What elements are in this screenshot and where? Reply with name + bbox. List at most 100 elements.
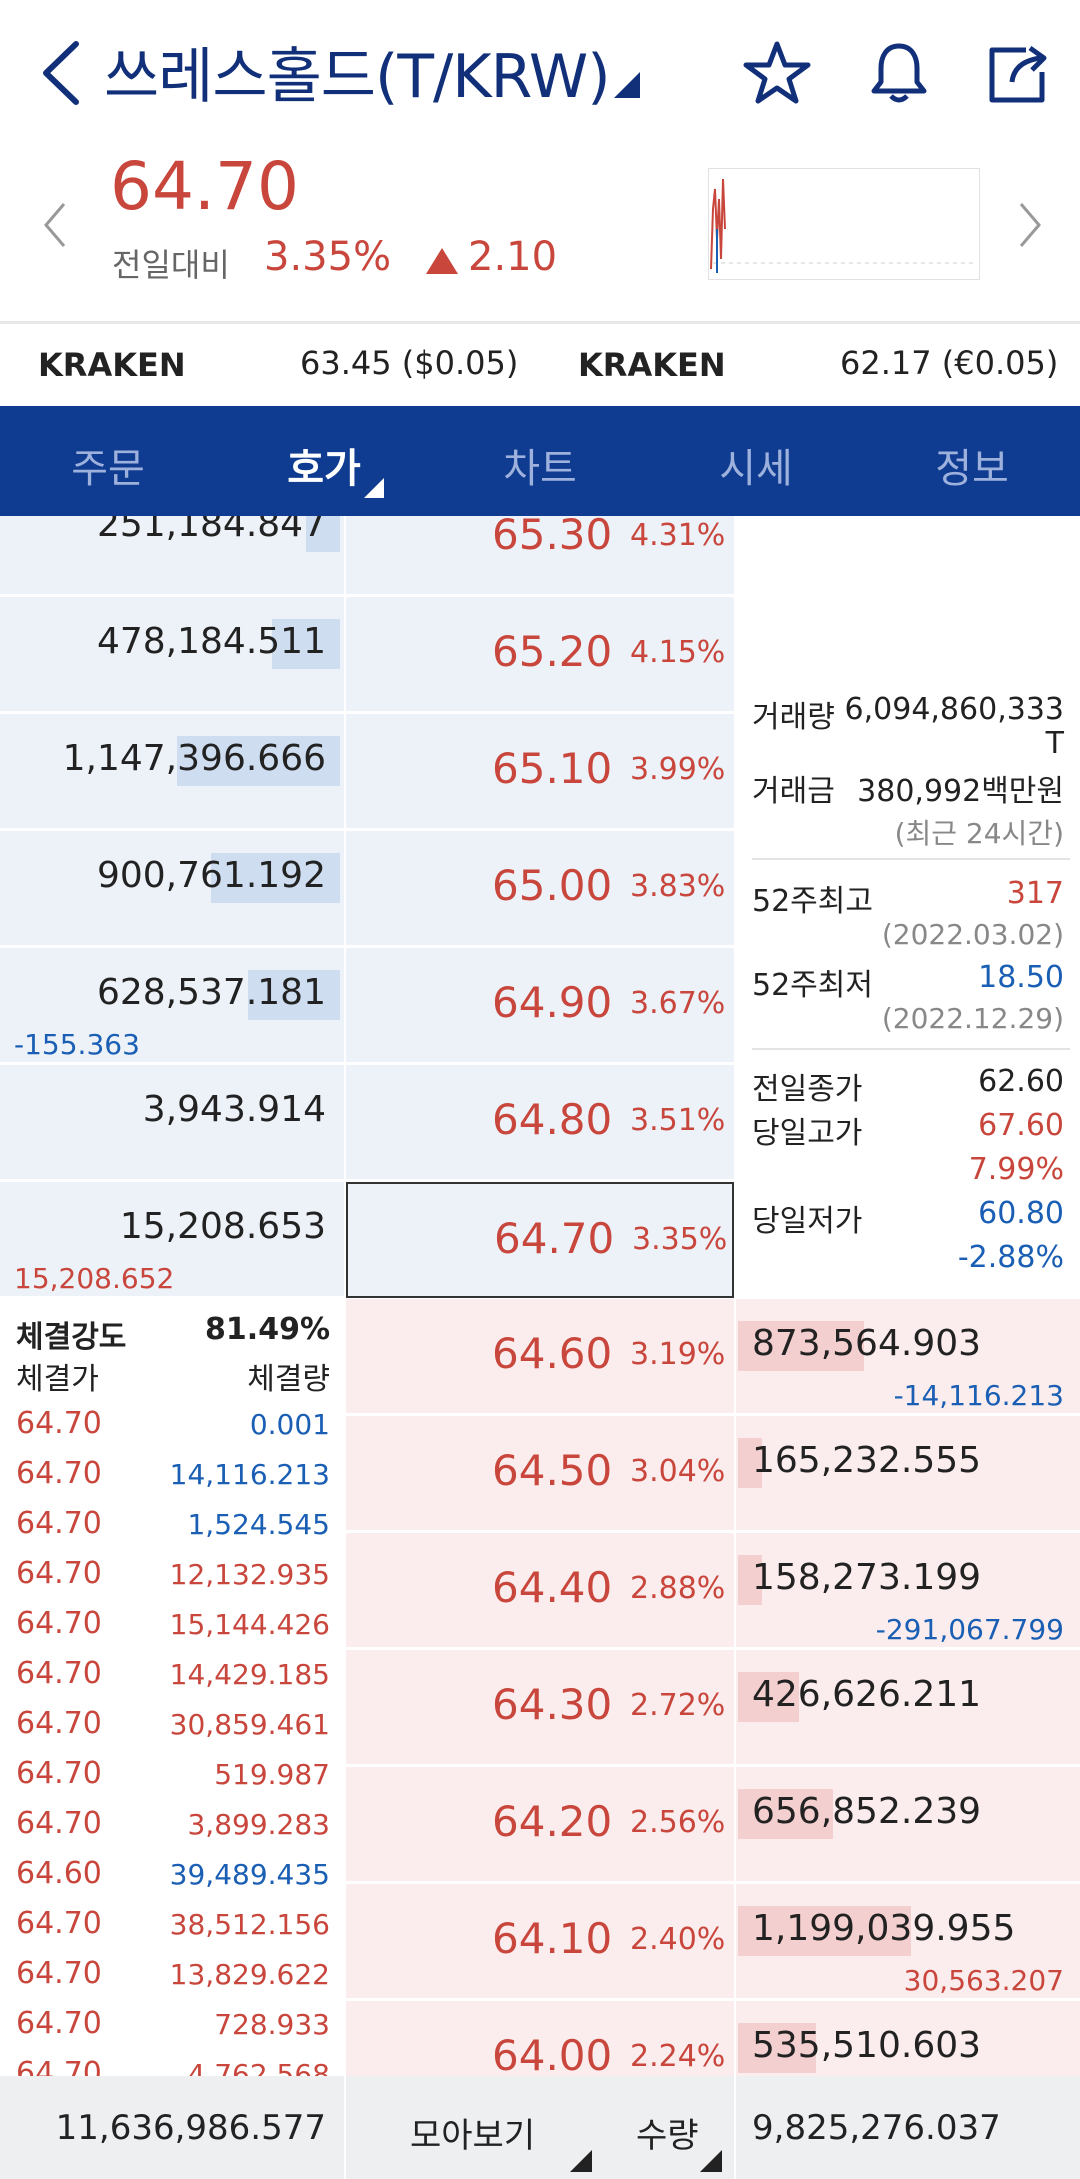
day-high-percent: 7.99%	[968, 1152, 1064, 1187]
trade-quantity: 4,762.568	[187, 2058, 330, 2076]
trade-price: 64.70	[16, 1706, 102, 1741]
price-level-percent: 3.83%	[630, 869, 726, 904]
trade-row: 64.70 12,132.935	[0, 1550, 344, 1600]
bid-row[interactable]: 158,273.199 -291,067.799	[736, 1533, 1080, 1649]
trade-row: 64.70 3,899.283	[0, 1800, 344, 1850]
price-row[interactable]: 64.20 2.56%	[346, 1767, 734, 1883]
chevron-right-icon[interactable]	[1015, 200, 1045, 250]
price-row[interactable]: 65.30 4.31%	[346, 516, 734, 596]
price-level-percent: 3.19%	[630, 1337, 726, 1372]
tab-chart[interactable]: 차트	[503, 446, 577, 492]
ask-row[interactable]: 900,761.192	[0, 831, 344, 947]
recent-trades-panel: 체결강도 81.49% 체결가 체결량 64.70 0.001 64.70 14,11…	[0, 1296, 344, 2076]
bell-icon[interactable]	[864, 38, 934, 108]
current-price-row[interactable]: 64.70 3.35%	[346, 1182, 734, 1298]
price-row[interactable]: 65.20 4.15%	[346, 597, 734, 713]
ask-row[interactable]: 251,184.847	[0, 516, 344, 596]
price-row[interactable]: 64.60 3.19%	[346, 1299, 734, 1415]
tab-info[interactable]: 정보	[935, 446, 1009, 492]
group-view-button[interactable]: 모아보기	[410, 2116, 536, 2156]
dropdown-triangle-icon[interactable]	[614, 72, 640, 98]
ask-row[interactable]: 15,208.653 15,208.652	[0, 1182, 344, 1298]
trade-price: 64.70	[16, 1956, 102, 1991]
trade-quantity: 728.933	[214, 2008, 330, 2041]
divider	[734, 2076, 736, 2179]
ask-row[interactable]: 628,537.181 -155.363	[0, 948, 344, 1064]
trade-price: 64.70	[16, 1406, 102, 1441]
bid-row[interactable]: 656,852.239	[736, 1767, 1080, 1883]
price-row[interactable]: 64.90 3.67%	[346, 948, 734, 1064]
ask-quantity: 3,943.914	[142, 1089, 326, 1130]
share-icon[interactable]	[984, 38, 1054, 108]
exchange-name: KRAKEN	[38, 346, 186, 384]
high52-value: 317	[1006, 876, 1064, 911]
page-title[interactable]: 쓰레스홀드(T/KRW)	[104, 42, 611, 112]
price-level: 64.40	[492, 1563, 613, 1612]
trade-quantity: 1,524.545	[187, 1508, 330, 1541]
chevron-left-icon[interactable]	[40, 200, 70, 250]
trade-row: 64.60 39,489.435	[0, 1850, 344, 1900]
exchange-value: 62.17 (€0.05)	[840, 344, 1059, 382]
trade-price: 64.70	[16, 1456, 102, 1491]
tab-order[interactable]: 주문	[71, 446, 145, 492]
period-note: (최근 24시간)	[894, 817, 1064, 850]
price-row[interactable]: 64.80 3.51%	[346, 1065, 734, 1181]
bid-change: -14,116.213	[893, 1379, 1064, 1412]
bid-quantity: 1,199,039.955	[752, 1908, 1016, 1949]
price-row[interactable]: 64.00 2.24%	[346, 2001, 734, 2076]
ask-quantity: 628,537.181	[96, 972, 326, 1013]
price-level: 65.10	[492, 744, 613, 793]
order-book: 251,184.847 478,184.511 1,147,396.666 900,7…	[0, 516, 1080, 2076]
price-level: 64.50	[492, 1446, 613, 1495]
trade-qty-header: 체결량	[247, 1362, 330, 1397]
price-row[interactable]: 65.00 3.83%	[346, 831, 734, 947]
price-row[interactable]: 64.30 2.72%	[346, 1650, 734, 1766]
volume-bar	[306, 516, 340, 552]
star-icon[interactable]	[742, 38, 812, 108]
price-summary: 64.70 전일대비 3.35% 2.10	[0, 140, 1080, 320]
trade-price-header: 체결가	[16, 1362, 99, 1397]
ask-change: 15,208.652	[14, 1262, 175, 1295]
trade-quantity: 39,489.435	[169, 1858, 330, 1891]
trade-row: 64.70 1,524.545	[0, 1500, 344, 1550]
volume-bar	[738, 1555, 762, 1605]
bid-row[interactable]: 1,199,039.955 30,563.207	[736, 1884, 1080, 2000]
price-row[interactable]: 65.10 3.99%	[346, 714, 734, 830]
tab-orderbook[interactable]: 호가	[287, 446, 361, 492]
prev-close-value: 62.60	[978, 1064, 1064, 1099]
volume-bar	[738, 2023, 816, 2073]
change-label: 전일대비	[112, 246, 230, 284]
ask-row[interactable]: 3,943.914	[0, 1065, 344, 1181]
price-level-percent: 2.88%	[630, 1571, 726, 1606]
mini-chart[interactable]	[708, 168, 980, 280]
day-high-value: 67.60	[978, 1108, 1064, 1143]
trade-row: 64.70 519.987	[0, 1750, 344, 1800]
day-low-label: 당일저가	[752, 1204, 863, 1239]
quantity-toggle-button[interactable]: 수량	[636, 2116, 699, 2156]
bid-row[interactable]: 426,626.211	[736, 1650, 1080, 1766]
bid-row[interactable]: 873,564.903 -14,116.213	[736, 1299, 1080, 1415]
change-percent: 3.35%	[264, 234, 392, 280]
trade-row: 64.70 38,512.156	[0, 1900, 344, 1950]
bid-row[interactable]: 165,232.555	[736, 1416, 1080, 1532]
amount-value: 380,992백만원	[857, 774, 1064, 809]
price-row[interactable]: 64.40 2.88%	[346, 1533, 734, 1649]
ask-row[interactable]: 478,184.511	[0, 597, 344, 713]
amount-label: 거래금	[752, 774, 835, 809]
trade-row: 64.70 0.001	[0, 1400, 344, 1450]
price-level: 64.60	[492, 1329, 613, 1378]
exchange-prices: KRAKEN 63.45 ($0.05) KRAKEN 62.17 (€0.05…	[0, 324, 1080, 406]
back-icon[interactable]	[38, 38, 84, 108]
price-level: 65.30	[492, 516, 613, 559]
trade-price: 64.70	[16, 2006, 102, 2041]
bid-row[interactable]: 535,510.603	[736, 2001, 1080, 2076]
trade-price: 64.70	[16, 1506, 102, 1541]
price-row[interactable]: 64.50 3.04%	[346, 1416, 734, 1532]
tab-quotes[interactable]: 시세	[719, 446, 793, 492]
trade-quantity: 30,859.461	[169, 1708, 330, 1741]
bid-total: 9,825,276.037	[752, 2108, 1001, 2148]
bid-quantity: 535,510.603	[752, 2025, 982, 2066]
ask-row[interactable]: 1,147,396.666	[0, 714, 344, 830]
price-row[interactable]: 64.10 2.40%	[346, 1884, 734, 2000]
price-level: 64.10	[492, 1914, 613, 1963]
